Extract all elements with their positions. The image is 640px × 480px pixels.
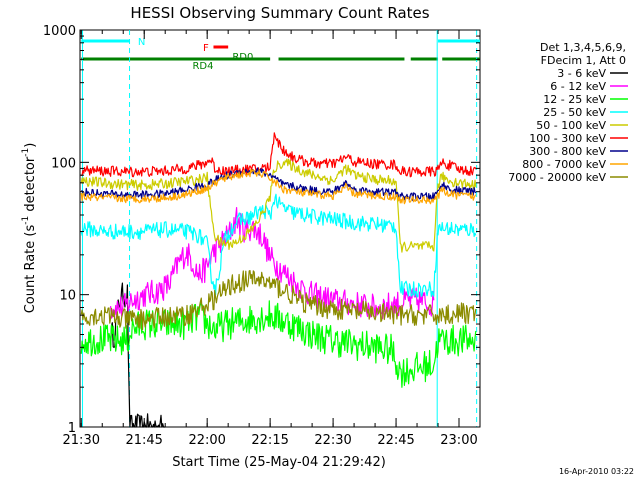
x-tick-label: 22:00 xyxy=(188,433,225,448)
chart-title: HESSI Observing Summary Count Rates xyxy=(130,4,429,22)
x-axis-ticks: 21:30 21:45 22:00 22:15 22:30 22:45 23:00 xyxy=(63,30,481,448)
flag-label-n: N xyxy=(138,37,145,48)
x-tick-label: 22:30 xyxy=(314,433,351,448)
status-flags: NFRD0RD4 xyxy=(81,37,480,72)
legend-label: 7000 - 20000 keV xyxy=(508,171,606,184)
x-tick-label: 21:30 xyxy=(63,433,100,448)
plot-area: NFRD0RD4 21:3021:4522:0022:1522:3022:452… xyxy=(43,24,481,448)
y-axis-label-end: ) xyxy=(23,143,38,148)
y-axis-label-sup2: -1 xyxy=(21,148,31,157)
x-tick-label: 21:45 xyxy=(125,433,162,448)
legend-label: 3 - 6 keV xyxy=(557,67,606,80)
timestamp: 16-Apr-2010 03:22 xyxy=(559,467,634,476)
series-line-3 xyxy=(80,300,477,388)
legend-label: 50 - 100 keV xyxy=(536,119,606,132)
legend-header-line-1: Det 1,3,4,5,6,9, xyxy=(540,41,626,54)
series-line-7 xyxy=(81,167,477,202)
y-tick-label: 1 xyxy=(68,421,76,436)
series-layer xyxy=(80,132,477,428)
flag-label-f: F xyxy=(203,43,209,54)
legend-label: 100 - 300 keV xyxy=(529,132,606,145)
y-tick-label: 10 xyxy=(59,289,76,304)
y-axis-label-main: Count Rate (s xyxy=(23,225,38,314)
y-axis-label: Count Rate (s-1 detector-1) xyxy=(21,143,38,314)
series-line-9 xyxy=(80,270,477,331)
y-axis-label-sup1: -1 xyxy=(21,216,31,225)
legend-label: 800 - 7000 keV xyxy=(522,158,606,171)
legend-header-line-2: FDecim 1, Att 0 xyxy=(541,54,626,67)
plot-frame xyxy=(79,29,481,428)
y-tick-label: 1000 xyxy=(43,24,76,39)
legend: Det 1,3,4,5,6,9, FDecim 1, Att 0 3 - 6 k… xyxy=(508,41,628,184)
y-axis-ticks: 1 10 100 1000 xyxy=(43,24,480,436)
legend-label: 25 - 50 keV xyxy=(543,106,606,119)
x-tick-label: 23:00 xyxy=(440,433,477,448)
series-line-6 xyxy=(81,132,477,178)
x-axis-label: Start Time (25-May-04 21:29:42) xyxy=(172,455,386,470)
legend-label: 6 - 12 keV xyxy=(550,80,606,93)
x-tick-label: 22:15 xyxy=(251,433,288,448)
series-line-4 xyxy=(80,193,477,298)
series-line-2 xyxy=(110,207,435,320)
x-tick-label: 22:45 xyxy=(377,433,414,448)
y-axis-label-mid: detector xyxy=(23,156,38,216)
legend-label: 300 - 800 keV xyxy=(529,145,606,158)
flag-label-rd4: RD4 xyxy=(192,61,213,72)
y-tick-label: 100 xyxy=(51,156,76,171)
series-line-8 xyxy=(80,168,477,205)
series-line-5 xyxy=(80,158,477,253)
legend-label: 12 - 25 keV xyxy=(543,93,606,106)
